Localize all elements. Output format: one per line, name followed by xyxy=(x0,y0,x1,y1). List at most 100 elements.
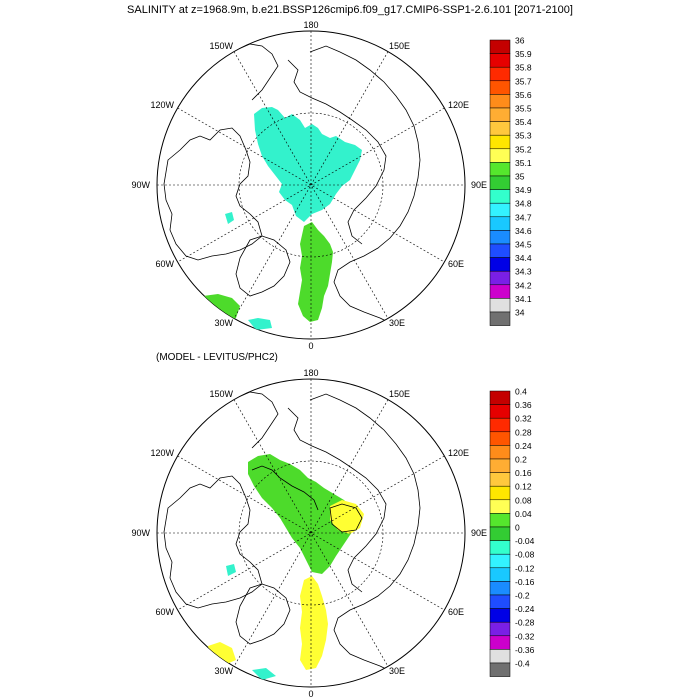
lon-0: 0 xyxy=(308,341,313,351)
top-lon-labels: 180 0 90W 90E 150W 150E 120W 120E 60W 60… xyxy=(131,20,487,351)
bottom-colorbar-swatch xyxy=(489,553,511,569)
bottom-coast-north-america xyxy=(163,475,263,609)
top-colorbar-label: 34.4 xyxy=(515,253,532,263)
bottom-coast-alaska xyxy=(235,391,279,449)
lon-0-b: 0 xyxy=(308,689,313,699)
top-coast-siberia-shelf xyxy=(287,59,387,245)
top-coast-greenland xyxy=(235,235,291,297)
bottom-colorbar: 0.4 0.36 0.32 0.28 0.24 0.2 0.16 0.12 0.08 0.04 0 -… xyxy=(489,387,535,677)
bottom-colorbar-label: -0.04 xyxy=(515,536,535,546)
top-colorbar-swatch xyxy=(489,175,511,190)
bottom-graticule xyxy=(157,379,465,687)
lon-90w: 90W xyxy=(131,180,150,190)
top-colorbar-swatch xyxy=(489,257,511,272)
bottom-colorbar-label: -0.24 xyxy=(515,604,535,614)
bottom-coast-greenland xyxy=(235,583,291,645)
bottom-colorbar-label: -0.32 xyxy=(515,631,535,641)
difference-title: (MODEL - LEVITUS/PHC2) xyxy=(156,352,278,363)
lon-60e: 60E xyxy=(448,259,464,269)
bottom-colorbar-label: 0.04 xyxy=(515,509,532,519)
lon-150w-b: 150W xyxy=(209,389,233,399)
lon-30e-b: 30E xyxy=(389,666,405,676)
bottom-colorbar-label: 0.36 xyxy=(515,400,532,410)
bottom-colorbar-swatch xyxy=(489,499,511,514)
top-colorbar-swatch xyxy=(489,311,511,326)
bottom-coast-siberia-shelf xyxy=(287,407,387,593)
top-map: 180 0 90W 90E 150W 150E 120W 120E 60W 60… xyxy=(131,20,531,351)
top-colorbar-label: 35.3 xyxy=(515,131,532,141)
bottom-colorbar-swatch xyxy=(489,662,511,677)
bottom-colorbar-label: 0.24 xyxy=(515,441,532,451)
bottom-colorbar-label: 0 xyxy=(515,523,520,533)
top-colorbar-label: 35.1 xyxy=(515,158,532,168)
top-colorbar-swatch xyxy=(489,121,511,136)
bottom-colorbar-swatch xyxy=(489,621,511,637)
top-colorbar-swatch xyxy=(489,270,511,286)
lon-120e-b: 120E xyxy=(448,448,469,458)
top-colorbar-swatch xyxy=(489,80,511,95)
top-coast-alaska xyxy=(235,43,279,101)
bottom-colorbar-label: 0.32 xyxy=(515,414,532,424)
top-cyan-patch-baffin xyxy=(225,212,234,224)
top-colorbar: 36 35.9 35.8 35.7 35.6 35.5 35.4 35.3 35.2 35.1 35… xyxy=(489,36,532,326)
top-colorbar-swatch xyxy=(489,298,511,313)
bottom-contour-b xyxy=(329,503,363,533)
top-colorbar-label: 34.1 xyxy=(515,294,532,304)
bottom-colorbar-swatch xyxy=(489,485,511,501)
bottom-colorbar-label: 0.28 xyxy=(515,427,532,437)
bottom-colorbar-swatch xyxy=(489,635,511,650)
top-colorbar-label: 35 xyxy=(515,172,525,182)
top-colorbar-swatch xyxy=(489,189,511,204)
top-cyan-patch-south xyxy=(248,318,272,330)
bottom-colorbar-swatch xyxy=(489,540,511,555)
bottom-colorbar-swatch xyxy=(489,390,511,405)
lon-150e: 150E xyxy=(389,41,410,51)
lon-90e-b: 90E xyxy=(471,528,487,538)
bottom-colorbar-swatch xyxy=(489,458,511,473)
bottom-colorbar-label: -0.16 xyxy=(515,577,535,587)
lon-90e: 90E xyxy=(471,180,487,190)
top-colorbar-swatch xyxy=(489,134,511,150)
bottom-colorbar-label: 0.4 xyxy=(515,387,527,397)
bottom-colorbar-swatch xyxy=(489,513,511,528)
bottom-colorbar-swatch xyxy=(489,649,511,664)
bottom-colorbar-swatch xyxy=(489,581,511,596)
lon-90w-b: 90W xyxy=(131,528,150,538)
top-colorbar-label: 35.4 xyxy=(515,117,532,127)
top-green-region-atlantic xyxy=(298,222,333,322)
bottom-yellow-region-east xyxy=(330,500,364,534)
top-colorbar-label: 35.8 xyxy=(515,63,532,73)
lon-30w-b: 30W xyxy=(214,666,233,676)
top-colorbar-label: 34.2 xyxy=(515,280,532,290)
bottom-colorbar-label: 0.16 xyxy=(515,468,532,478)
top-colorbar-swatch xyxy=(489,148,511,163)
bottom-colorbar-swatch xyxy=(489,608,511,623)
top-colorbar-swatch xyxy=(489,162,511,177)
top-colorbar-swatch xyxy=(489,243,511,258)
bottom-lon-labels: 180 0 90W 90E 150W 150E 120W 120E 60W 60… xyxy=(131,368,487,699)
lon-120e: 120E xyxy=(448,100,469,110)
bottom-colorbar-label: -0.12 xyxy=(515,563,535,573)
top-colorbar-label: 36 xyxy=(515,36,525,46)
bottom-colorbar-swatch xyxy=(489,431,511,446)
top-colorbar-swatch xyxy=(489,284,511,299)
bottom-map: 180 0 90W 90E 150W 150E 120W 120E 60W 60… xyxy=(131,368,534,699)
bottom-colorbar-swatch xyxy=(489,567,511,582)
top-coast-north-america xyxy=(163,127,263,261)
lon-120w-b: 120W xyxy=(150,448,174,458)
bottom-colorbar-label: -0.2 xyxy=(515,591,530,601)
top-colorbar-label: 35.6 xyxy=(515,90,532,100)
top-colorbar-swatch xyxy=(489,66,511,82)
top-colorbar-label: 34.3 xyxy=(515,267,532,277)
top-colorbar-label: 34.7 xyxy=(515,212,532,222)
bottom-colorbar-swatch xyxy=(489,526,511,541)
bottom-colorbar-swatch xyxy=(489,417,511,433)
bottom-colorbar-label: 0.2 xyxy=(515,455,527,465)
top-colorbar-swatch xyxy=(489,107,511,122)
bottom-colorbar-label: -0.28 xyxy=(515,618,535,628)
lon-120w: 120W xyxy=(150,100,174,110)
map-title: SALINITY at z=1968.9m, b.e21.BSSP126cmip… xyxy=(127,4,573,16)
lon-60w: 60W xyxy=(155,259,174,269)
bottom-colorbar-swatch xyxy=(489,594,511,609)
